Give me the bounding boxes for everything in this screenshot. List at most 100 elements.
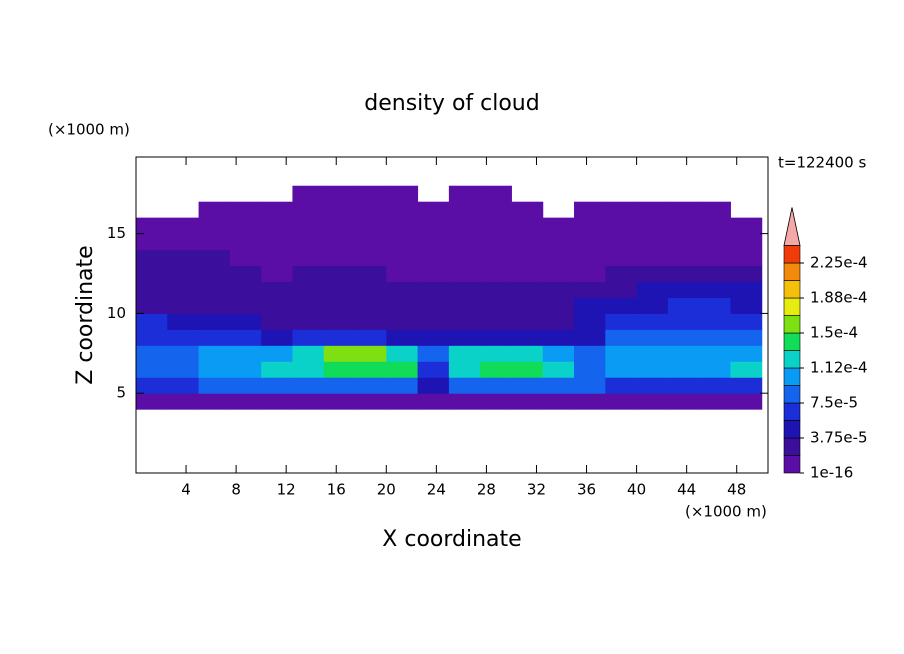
contour-cell [261, 313, 293, 330]
contour-cell [448, 377, 481, 394]
contour-cell [323, 281, 356, 298]
contour-cell [605, 265, 638, 282]
contour-cell [292, 377, 325, 394]
colorbar-band [783, 367, 801, 386]
contour-cell [355, 345, 387, 362]
colorbar-band [783, 262, 801, 281]
contour-cell [292, 265, 325, 282]
contour-cell [229, 265, 262, 282]
contour-cell [542, 233, 575, 251]
contour-cell [136, 345, 168, 362]
contour-cell [448, 345, 481, 362]
contour-cell [730, 345, 763, 362]
colorbar-band [783, 332, 801, 351]
contour-cell [229, 393, 262, 410]
contour-cell [667, 313, 700, 330]
contour-cell [574, 265, 606, 282]
contour-cell [699, 329, 731, 346]
contour-cell [323, 393, 356, 410]
colorbar-band [783, 280, 801, 299]
contour-cell [292, 297, 325, 314]
contour-cell [386, 249, 419, 267]
contour-cell [292, 329, 325, 346]
contour-cell [417, 281, 450, 298]
contour-cell [355, 249, 387, 267]
contour-cell [574, 393, 606, 410]
contour-cell [605, 217, 638, 235]
contour-cell [448, 393, 481, 410]
contour-cell [198, 361, 231, 378]
contour-cell [480, 185, 512, 203]
contour-cell [417, 233, 450, 251]
contour-cell [542, 345, 575, 362]
contour-cell [261, 233, 293, 251]
contour-cell [355, 201, 387, 219]
x-tick-label: 16 [327, 481, 346, 499]
contour-cell [323, 297, 356, 314]
contour-cell [636, 265, 669, 282]
contour-cell [355, 297, 387, 314]
contour-cell [605, 201, 638, 219]
contour-cell [386, 185, 419, 203]
contour-cell [355, 313, 387, 330]
contour-cell [355, 393, 387, 410]
x-tick-label: 48 [727, 481, 746, 499]
contour-cell [480, 329, 512, 346]
contour-cell [229, 361, 262, 378]
contour-cell [448, 281, 481, 298]
contour-cell [292, 313, 325, 330]
contour-cell [136, 393, 168, 410]
contour-cell [574, 345, 606, 362]
contour-cell [198, 265, 231, 282]
contour-cell [636, 233, 669, 251]
contour-cell [605, 249, 638, 267]
contour-cell [292, 233, 325, 251]
colorbar-band [783, 385, 801, 404]
contour-cell [198, 249, 231, 267]
contour-cell [386, 217, 419, 235]
contour-cell [605, 329, 638, 346]
contour-cell [417, 217, 450, 235]
contour-cell [323, 201, 356, 219]
contour-cell [574, 201, 606, 219]
x-axis-label: X coordinate [382, 527, 521, 552]
contour-cell [480, 377, 512, 394]
contour-cell [261, 297, 293, 314]
contour-cell [511, 393, 544, 410]
contour-cell [292, 281, 325, 298]
contour-cell [261, 329, 293, 346]
contour-cell [323, 361, 356, 378]
contour-cell [386, 281, 419, 298]
contour-cell [636, 201, 669, 219]
plot-frame [135, 156, 769, 474]
contour-cell [229, 217, 262, 235]
contour-cell [386, 265, 419, 282]
contour-cell [292, 217, 325, 235]
contour-cell [667, 393, 700, 410]
contour-cell [167, 313, 200, 330]
contour-cell [699, 249, 731, 267]
contour-cell [574, 233, 606, 251]
contour-cell [229, 329, 262, 346]
contour-cell [667, 249, 700, 267]
colorbar-tick-label: 1.12e-4 [810, 359, 868, 377]
contour-cell [136, 361, 168, 378]
contour-cell [730, 281, 763, 298]
colorbar-band [783, 402, 801, 421]
contour-cell [574, 297, 606, 314]
contour-cell [480, 281, 512, 298]
contour-cell [355, 265, 387, 282]
colorbar-tick-label: 2.25e-4 [810, 254, 868, 272]
contour-cell [511, 345, 544, 362]
colorbar-band [783, 315, 801, 334]
contour-cell [167, 329, 200, 346]
y-tick-label: 10 [107, 304, 126, 322]
contour-cell [574, 281, 606, 298]
contour-cell [136, 313, 168, 330]
contour-cell [480, 201, 512, 219]
contour-cell [448, 297, 481, 314]
contour-cell [699, 265, 731, 282]
x-tick-label: 44 [677, 481, 696, 499]
contour-cell [574, 377, 606, 394]
x-tick-label: 12 [277, 481, 296, 499]
